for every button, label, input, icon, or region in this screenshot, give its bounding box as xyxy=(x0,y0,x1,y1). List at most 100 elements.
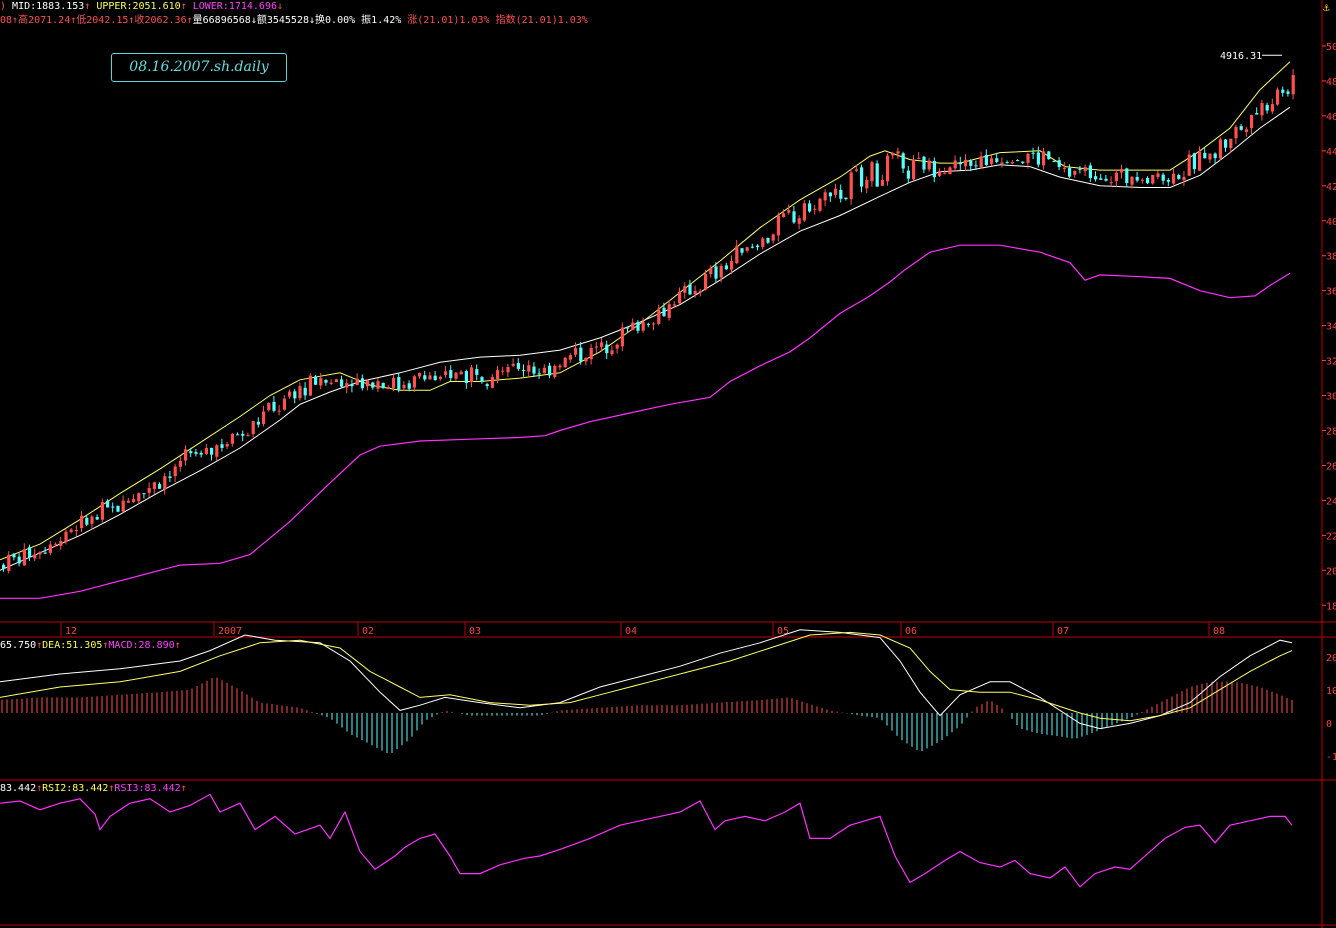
candle-body xyxy=(2,564,6,570)
candle-body xyxy=(1114,172,1118,182)
price-tick-label: 26 xyxy=(1326,461,1336,472)
rsi-line xyxy=(0,793,1293,888)
candle-body xyxy=(860,167,864,187)
candle-body xyxy=(828,192,832,197)
candle-body xyxy=(1224,139,1228,148)
rsi-header: 83.442↑RSI2:83.442↑RSI3:83.442↑ xyxy=(0,783,187,795)
macd-header: 65.750↑DEA:51.305↑MACD:28.890↑ xyxy=(0,640,181,652)
candle-body xyxy=(1146,177,1150,184)
price-tick-label: 18 xyxy=(1326,601,1336,612)
bollinger-header-segment: ↓ xyxy=(277,1,284,12)
candle-body xyxy=(314,376,318,385)
candle-body xyxy=(241,433,245,436)
date-tick-label: 02 xyxy=(362,626,374,637)
candle-body xyxy=(932,161,936,178)
price-tick-label: 42 xyxy=(1326,182,1336,193)
candle-body xyxy=(444,371,448,376)
candle-body xyxy=(823,192,827,201)
candle-body xyxy=(1047,151,1051,160)
candle-body xyxy=(792,211,796,223)
candle-body xyxy=(927,160,931,170)
candle-body xyxy=(1031,152,1035,154)
max-price-label: 4916.31 xyxy=(1220,51,1262,62)
bollinger-header-segment: LOWER:1714.696 xyxy=(186,1,277,12)
quote-header-segment: ↑ xyxy=(128,15,135,26)
bollinger-header-segment: ) xyxy=(0,1,7,12)
candle-body xyxy=(771,234,775,241)
candle-body xyxy=(631,322,635,331)
candle-body xyxy=(974,165,978,167)
candle-body xyxy=(745,247,749,251)
candle-body xyxy=(662,307,666,317)
quote-header-segment: 收2062.36 xyxy=(134,15,187,26)
candle-body xyxy=(433,375,437,381)
candle-body xyxy=(189,451,193,454)
candle-body xyxy=(1010,162,1014,164)
candle-body xyxy=(901,153,905,169)
candle-body xyxy=(678,291,682,304)
candle-body xyxy=(345,383,349,388)
candle-body xyxy=(392,377,396,388)
candle-body xyxy=(69,529,73,532)
candle-body xyxy=(178,460,182,467)
candle-body xyxy=(589,348,593,360)
candle-body xyxy=(48,544,52,553)
candle-body xyxy=(1203,152,1207,159)
candle-body xyxy=(116,505,120,512)
macd-tick-label: 20 xyxy=(1326,653,1336,664)
rsi-header-segment: ↑ xyxy=(36,783,43,794)
candle-body xyxy=(220,444,224,448)
candle-body xyxy=(85,517,89,525)
candle-body xyxy=(106,500,110,508)
candle-body xyxy=(574,348,578,355)
quote-header-segment: 低2042.15 xyxy=(76,15,129,26)
candle-body xyxy=(204,448,208,454)
candle-body xyxy=(74,529,78,532)
candle-body xyxy=(17,556,21,564)
candle-body xyxy=(995,158,999,162)
candle-body xyxy=(1000,162,1004,165)
candle-body xyxy=(522,369,526,371)
quote-header-segment: 涨(21.01)1.03% xyxy=(401,15,490,26)
candle-body xyxy=(693,290,697,295)
date-tick-label: 06 xyxy=(905,626,917,637)
candle-body xyxy=(527,365,531,372)
candle-body xyxy=(511,363,515,366)
candle-body xyxy=(329,382,333,384)
bollinger-lower-line xyxy=(0,244,1291,599)
rsi-header-segment: RSI2:83.442 xyxy=(42,783,109,794)
candle-body xyxy=(449,370,453,378)
price-tick-label: 48 xyxy=(1326,77,1336,88)
candle-body xyxy=(464,371,468,383)
candle-body xyxy=(470,367,474,383)
candle-body xyxy=(537,373,541,375)
candle-body xyxy=(1177,175,1181,179)
candle-body xyxy=(1218,139,1222,159)
candle-body xyxy=(813,208,817,210)
bollinger-upper-line xyxy=(0,61,1291,561)
price-tick-label: 30 xyxy=(1326,392,1336,403)
candle-body xyxy=(636,322,640,331)
candle-body xyxy=(402,384,406,389)
candle-body xyxy=(1192,153,1196,170)
candle-body xyxy=(501,370,505,372)
candle-body xyxy=(1042,151,1046,166)
bollinger-header: ) MID:1883.153↑ UPPER:2051.610↑ LOWER:17… xyxy=(0,1,283,13)
candle-body xyxy=(646,323,650,325)
bollinger-header-segment: MID:1883.153 xyxy=(6,1,85,12)
candle-body xyxy=(256,421,260,425)
candle-body xyxy=(496,370,500,380)
candle-body xyxy=(1208,153,1212,160)
candle-body xyxy=(1213,153,1217,159)
candle-body xyxy=(80,515,84,529)
price-tick-label: 34 xyxy=(1326,322,1336,333)
candle-body xyxy=(184,449,188,461)
candle-body xyxy=(230,433,234,444)
candle-body xyxy=(277,410,281,412)
anchor-icon[interactable]: ⚓ xyxy=(1323,1,1330,14)
candle-body xyxy=(28,547,32,558)
rsi-header-segment: 83.442 xyxy=(0,783,37,794)
candle-body xyxy=(886,155,890,182)
candle-body xyxy=(423,375,427,380)
